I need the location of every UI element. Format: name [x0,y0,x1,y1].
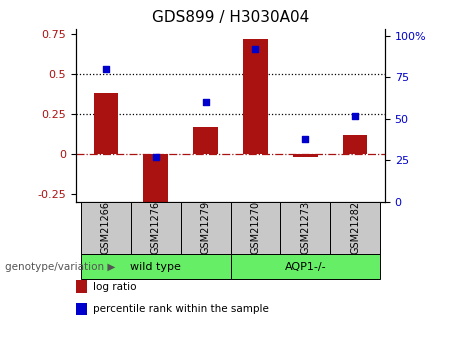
Point [351,113,359,118]
Text: GSM21279: GSM21279 [201,201,211,254]
Text: percentile rank within the sample: percentile rank within the sample [93,305,269,315]
Text: GSM21270: GSM21270 [250,201,260,254]
Bar [193,127,218,154]
Text: GSM21282: GSM21282 [350,201,360,254]
FancyBboxPatch shape [181,202,230,254]
FancyBboxPatch shape [280,202,330,254]
Text: AQP1-/-: AQP1-/- [284,262,326,272]
FancyBboxPatch shape [81,202,131,254]
Point [152,154,160,160]
FancyBboxPatch shape [230,202,280,254]
Text: log ratio: log ratio [93,282,136,292]
FancyBboxPatch shape [230,254,380,279]
Text: genotype/variation ▶: genotype/variation ▶ [5,262,115,272]
Text: GSM21266: GSM21266 [101,201,111,254]
FancyBboxPatch shape [81,254,230,279]
Bar [94,93,118,154]
Point [102,66,110,72]
FancyBboxPatch shape [330,202,380,254]
Bar [243,39,268,154]
Text: GSM21273: GSM21273 [300,201,310,254]
Point [301,136,309,141]
Bar [76,280,87,293]
Text: wild type: wild type [130,262,181,272]
Text: GSM21276: GSM21276 [151,201,161,254]
Bar [143,154,168,202]
Bar [76,303,87,315]
Bar [293,154,318,157]
Title: GDS899 / H3030A04: GDS899 / H3030A04 [152,10,309,26]
Point [252,47,259,52]
FancyBboxPatch shape [131,202,181,254]
Point [202,100,209,105]
Bar [343,135,367,154]
